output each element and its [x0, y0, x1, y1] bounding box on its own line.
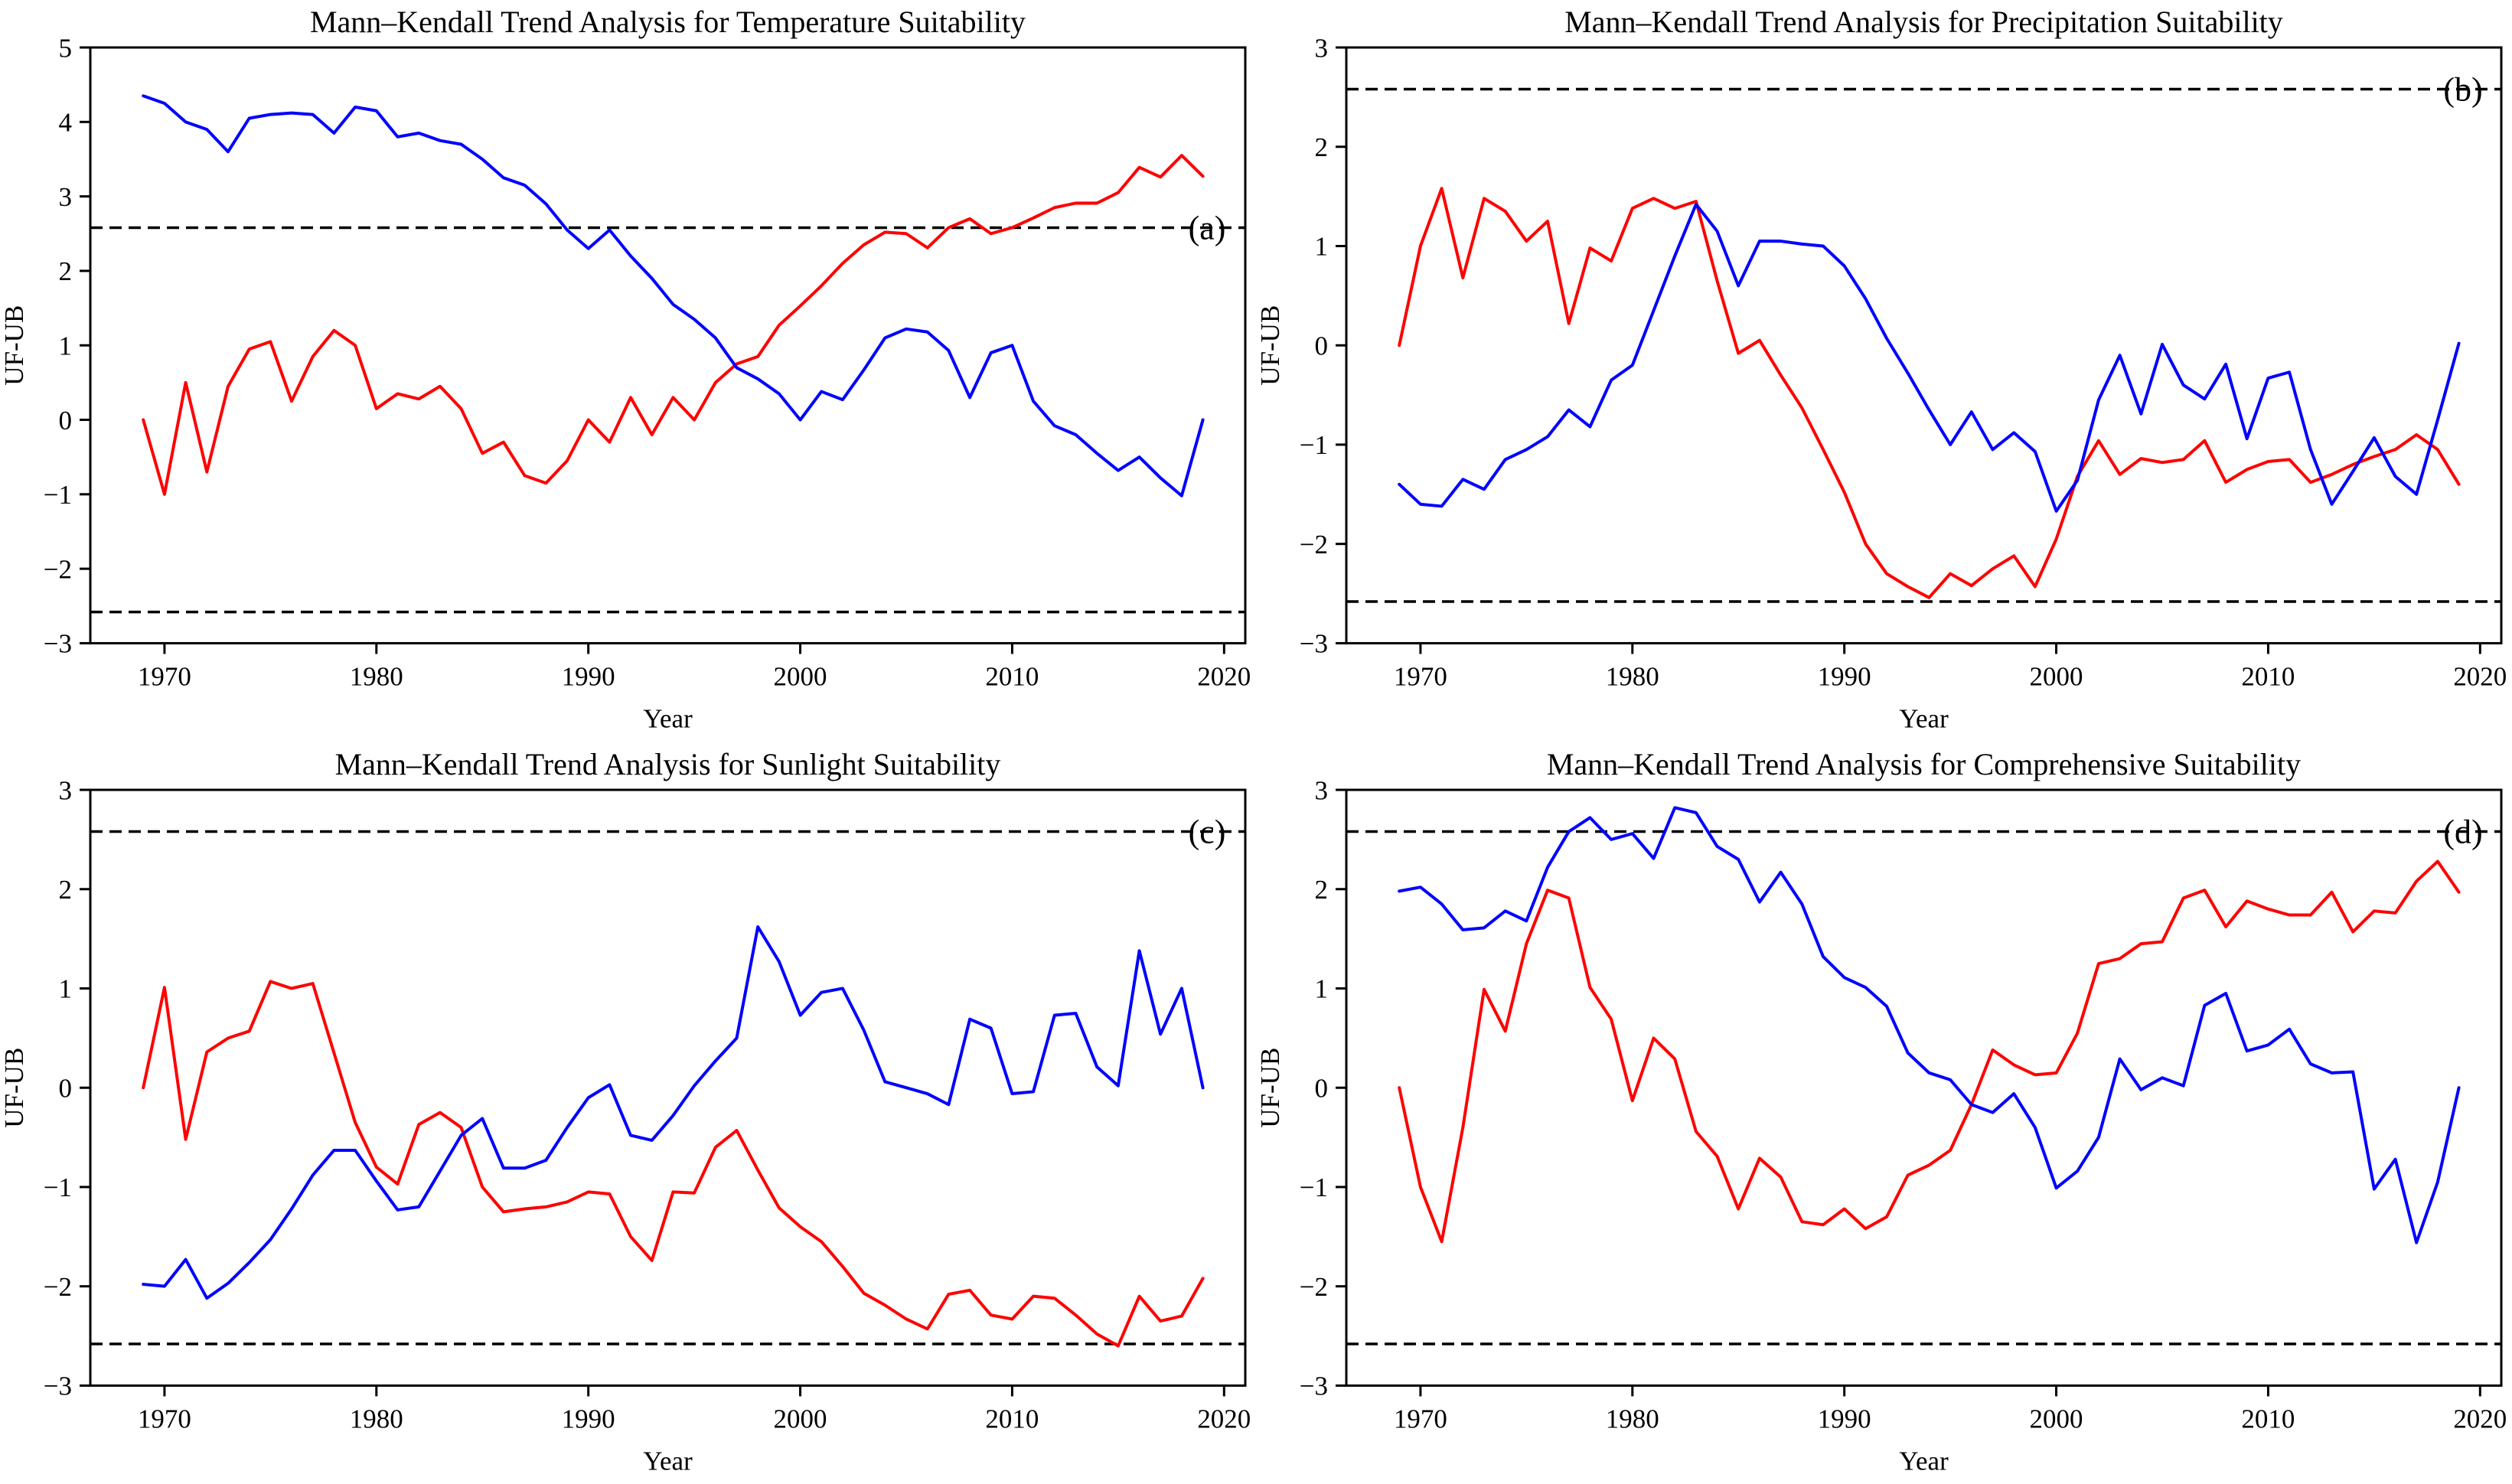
chart-panel-comprehensive: 3 2 1 0 −1 −2 −3 1970 1980 1990 2000 2010 2020 Year UF…	[1256, 742, 2512, 1484]
y-tick-label: −1	[44, 480, 72, 510]
y-tick-label: −3	[44, 629, 72, 659]
y-axis-label: UF-UB	[1256, 1047, 1285, 1127]
x-tick-label: 2020	[2453, 1404, 2507, 1433]
y-tick-label: 3	[59, 182, 72, 212]
y-tick-label: 1	[59, 331, 72, 360]
plot-area: 3 2 1 0 −1 −2 −3 1970 1980 1990 2000 2010 2020 Year UF…	[1256, 775, 2507, 1476]
y-tick-label: 1	[1315, 232, 1328, 262]
y-tick-label: −1	[44, 1173, 72, 1202]
y-tick-label: −2	[44, 1271, 72, 1301]
x-tick-label: 1970	[1394, 661, 1447, 691]
plot-area: 3 2 1 0 −1 −2 −3 1970 1980 1990 2000 2010 2020 Year UF…	[0, 775, 1251, 1476]
y-tick-label: −3	[44, 1371, 72, 1401]
chart-panel-precipitation: 3 2 1 0 −1 −2 −3 1970 1980 1990 2000 2010 2020 Year UF…	[1256, 0, 2512, 742]
chart-title: Mann–Kendall Trend Analysis for Comprehe…	[1547, 747, 2301, 781]
x-tick-label: 2020	[1197, 661, 1251, 691]
x-tick-label: 1970	[1394, 1404, 1447, 1433]
uf-line	[1398, 187, 2461, 599]
uf-line	[142, 154, 1205, 496]
x-tick-label: 2010	[2241, 1404, 2295, 1433]
y-tick-label: 2	[1315, 132, 1328, 162]
ub-line	[1398, 805, 2461, 1244]
x-axis-label: Year	[1899, 1446, 1949, 1476]
chart-title: Mann–Kendall Trend Analysis for Sunlight…	[335, 747, 1001, 781]
x-tick-label: 1980	[350, 661, 403, 691]
temperature-chart: 5 4 3 2 1 0 −1 −2 −3 1970 1980 1990 2000 2010 2020 Year…	[0, 5, 1251, 733]
plot-area: 3 2 1 0 −1 −2 −3 1970 1980 1990 2000 2010 2020 Year UF…	[1256, 33, 2507, 733]
x-tick-label: 2020	[1197, 1404, 1251, 1433]
x-tick-label: 2000	[774, 1404, 827, 1433]
y-axis-label: UF-UB	[0, 1047, 29, 1127]
y-tick-label: 0	[59, 1073, 72, 1103]
comprehensive-chart: 3 2 1 0 −1 −2 −3 1970 1980 1990 2000 2010 2020 Year UF…	[1256, 747, 2507, 1476]
x-tick-label: 2020	[2453, 661, 2507, 691]
y-tick-label: 2	[59, 256, 72, 286]
x-axis-label: Year	[643, 703, 693, 733]
x-tick-label: 2010	[2241, 661, 2295, 691]
y-tick-label: −1	[1300, 430, 1328, 460]
x-tick-label: 1980	[1606, 1404, 1659, 1433]
plot-border	[89, 788, 1247, 1387]
corner-label: (a)	[1189, 209, 1226, 246]
y-tick-label: 0	[1315, 331, 1328, 360]
ub-line	[1398, 203, 2461, 513]
x-tick-label: 1970	[138, 661, 191, 691]
y-tick-label: 1	[59, 974, 72, 1003]
x-axis-label: Year	[1899, 703, 1949, 733]
x-tick-label: 1990	[562, 661, 615, 691]
x-tick-label: 2000	[774, 661, 827, 691]
y-tick-label: 2	[1315, 875, 1328, 905]
x-tick-label: 2010	[985, 1404, 1039, 1433]
x-tick-label: 1990	[562, 1404, 615, 1433]
y-tick-label: −2	[44, 554, 72, 584]
uf-line	[1398, 859, 2461, 1243]
corner-label: (b)	[2443, 71, 2482, 109]
y-tick-label: 0	[1315, 1073, 1328, 1103]
uf-line	[142, 979, 1205, 1348]
y-tick-label: 2	[59, 875, 72, 905]
y-tick-label: 5	[59, 33, 72, 63]
precipitation-chart: 3 2 1 0 −1 −2 −3 1970 1980 1990 2000 2010 2020 Year UF…	[1256, 5, 2507, 733]
y-tick-label: 0	[59, 406, 72, 435]
y-tick-label: 1	[1315, 974, 1328, 1003]
x-tick-label: 2010	[985, 661, 1039, 691]
x-tick-label: 2000	[2030, 1404, 2083, 1433]
y-tick-label: 4	[59, 108, 72, 138]
corner-label: (d)	[2443, 813, 2482, 850]
sunlight-chart: 3 2 1 0 −1 −2 −3 1970 1980 1990 2000 2010 2020 Year UF…	[0, 747, 1251, 1476]
x-tick-label: 1990	[1818, 1404, 1871, 1433]
chart-panel-temperature: 5 4 3 2 1 0 −1 −2 −3 1970 1980 1990 2000 2010 2020 Year…	[0, 0, 1256, 742]
y-tick-label: −2	[1300, 530, 1328, 559]
x-tick-label: 1980	[1606, 661, 1659, 691]
ub-line	[142, 94, 1205, 497]
x-tick-label: 2000	[2030, 661, 2083, 691]
plot-area: 5 4 3 2 1 0 −1 −2 −3 1970 1980 1990 2000 2010 2020 Year…	[0, 33, 1251, 733]
x-axis-label: Year	[643, 1446, 693, 1476]
y-tick-label: 3	[59, 775, 72, 805]
x-tick-label: 1980	[350, 1404, 403, 1433]
y-tick-label: −3	[1300, 629, 1328, 659]
chart-title: Mann–Kendall Trend Analysis for Precipit…	[1564, 5, 2283, 39]
chart-panel-sunlight: 3 2 1 0 −1 −2 −3 1970 1980 1990 2000 2010 2020 Year UF…	[0, 742, 1256, 1484]
y-tick-label: −1	[1300, 1173, 1328, 1202]
chart-title: Mann–Kendall Trend Analysis for Temperat…	[310, 5, 1026, 39]
y-tick-label: −3	[1300, 1371, 1328, 1401]
x-tick-label: 1970	[138, 1404, 191, 1433]
ub-line	[142, 925, 1205, 1300]
y-axis-label: UF-UB	[1256, 305, 1285, 386]
y-tick-label: 3	[1315, 33, 1328, 63]
x-tick-label: 1990	[1818, 661, 1871, 691]
y-tick-label: −2	[1300, 1271, 1328, 1301]
plot-border	[1345, 46, 2503, 644]
y-axis-label: UF-UB	[0, 305, 29, 386]
y-tick-label: 3	[1315, 775, 1328, 805]
plot-border	[1345, 788, 2503, 1387]
corner-label: (c)	[1189, 813, 1226, 850]
